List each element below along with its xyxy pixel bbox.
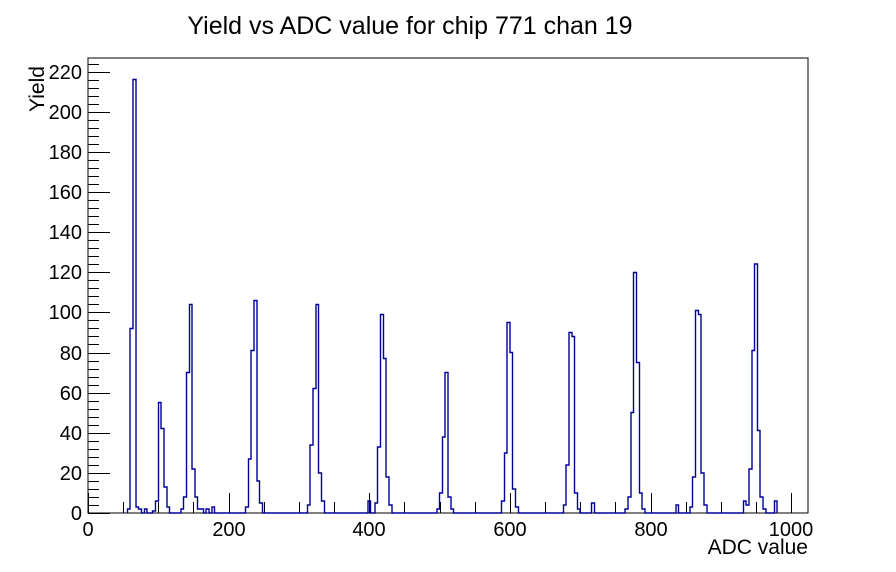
x-tick-label: 400 [352, 519, 385, 541]
y-tick-label: 20 [60, 463, 82, 485]
y-tick-label: 80 [60, 343, 82, 365]
y-tick-label: 180 [49, 142, 82, 164]
x-tick-label: 0 [82, 519, 93, 541]
x-tick-label: 200 [212, 519, 245, 541]
x-tick-label: 1000 [769, 519, 814, 541]
y-tick-label: 220 [49, 62, 82, 84]
y-tick-label: 200 [49, 102, 82, 124]
y-tick-label: 120 [49, 262, 82, 284]
x-axis-title: ADC value [707, 536, 808, 559]
x-tick-label: 800 [634, 519, 667, 541]
y-tick-label: 140 [49, 222, 82, 244]
x-tick-label: 600 [493, 519, 526, 541]
y-tick-label: 100 [49, 302, 82, 324]
plot-frame [87, 57, 809, 514]
y-tick-label: 40 [60, 423, 82, 445]
y-tick-label: 0 [71, 503, 82, 525]
y-tick-label: 160 [49, 182, 82, 204]
y-tick-label: 60 [60, 383, 82, 405]
chart-title: Yield vs ADC value for chip 771 chan 19 [187, 12, 633, 40]
histogram-line [126, 78, 778, 514]
